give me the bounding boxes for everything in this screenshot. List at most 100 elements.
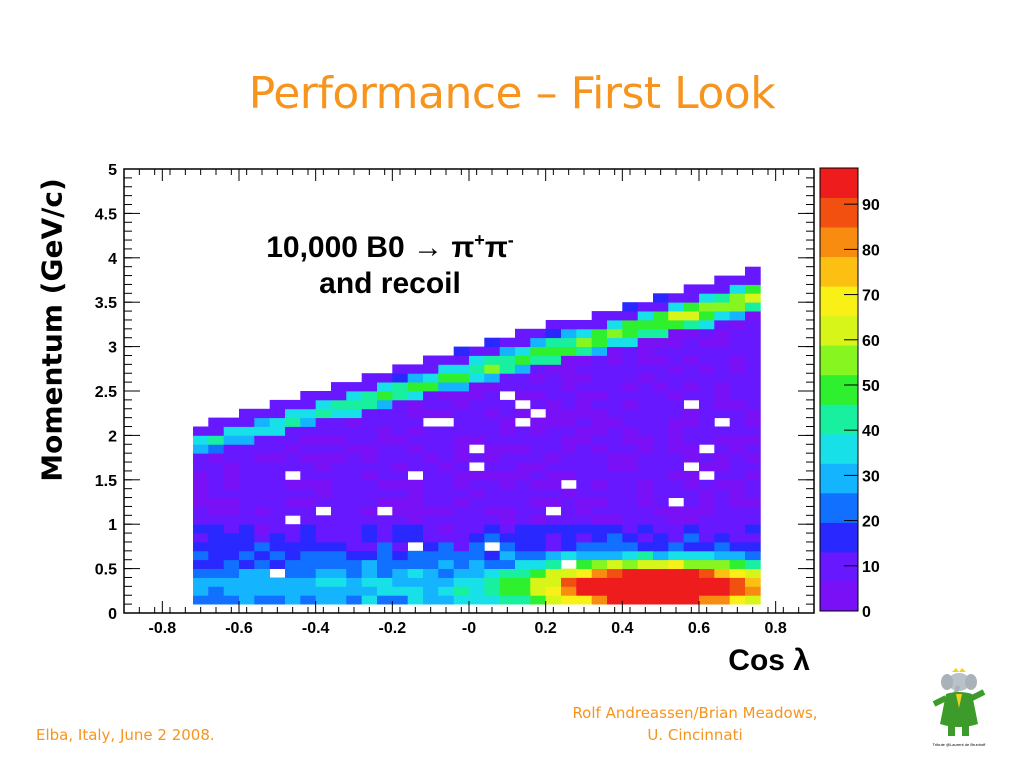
heatmap-bin xyxy=(668,488,684,498)
heatmap-bin xyxy=(438,488,454,498)
color-scale-step xyxy=(820,551,858,582)
heatmap-bin xyxy=(576,399,592,410)
heatmap-bin xyxy=(607,515,623,525)
heatmap-bin xyxy=(607,462,623,472)
heatmap-bin xyxy=(545,426,562,436)
heatmap-bin xyxy=(515,382,531,392)
heatmap-bin xyxy=(653,364,669,374)
heatmap-bin xyxy=(438,577,454,587)
heatmap-bin xyxy=(745,328,761,339)
heatmap-bin xyxy=(223,515,240,525)
y-tick-label: 3.5 xyxy=(95,295,117,312)
heatmap-bin xyxy=(469,435,485,445)
heatmap-bin xyxy=(622,497,638,507)
heatmap-bin xyxy=(683,391,700,401)
heatmap-bin xyxy=(515,337,531,347)
heatmap-bin xyxy=(407,550,424,561)
heatmap-bin xyxy=(622,533,638,543)
heatmap-bin xyxy=(377,408,393,419)
heatmap-bin xyxy=(239,444,255,454)
heatmap-bin xyxy=(714,391,730,401)
heatmap-bin xyxy=(193,533,209,543)
heatmap-bin xyxy=(545,320,562,330)
color-scale-step xyxy=(820,433,858,464)
heatmap-bin xyxy=(591,337,608,347)
heatmap-bin xyxy=(392,462,408,472)
heatmap-bin xyxy=(193,550,209,561)
heatmap-bin xyxy=(377,488,393,498)
heatmap-bin xyxy=(269,417,286,427)
heatmap-bin xyxy=(637,311,654,321)
z-tick-label: 90 xyxy=(862,197,880,214)
heatmap-bin xyxy=(714,346,730,356)
heatmap-bin xyxy=(269,435,286,445)
heatmap-bin xyxy=(545,577,562,587)
heatmap-bin xyxy=(607,426,623,436)
heatmap-bin xyxy=(714,497,730,507)
color-scale-step xyxy=(820,286,858,317)
heatmap-bin xyxy=(208,559,224,569)
heatmap-bin xyxy=(239,417,255,427)
heatmap-bin xyxy=(745,497,761,507)
heatmap-bin xyxy=(576,524,592,534)
heatmap-bin xyxy=(637,328,654,339)
heatmap-bin xyxy=(315,586,332,596)
heatmap-bin xyxy=(515,568,531,578)
heatmap-bin xyxy=(377,382,393,392)
heatmap-bin xyxy=(361,595,378,605)
heatmap-bin xyxy=(377,399,393,410)
heatmap-bin xyxy=(714,328,730,339)
heatmap-bin xyxy=(561,488,577,498)
heatmap-bin xyxy=(361,417,378,427)
heatmap-bin xyxy=(622,550,638,561)
heatmap-bin xyxy=(315,417,332,427)
heatmap-bin xyxy=(269,506,286,516)
heatmap-bin xyxy=(745,470,761,481)
heatmap-bin xyxy=(499,479,516,490)
heatmap-bin xyxy=(223,435,240,445)
heatmap-bin xyxy=(530,453,546,463)
heatmap-bin xyxy=(729,293,746,303)
heatmap-bin xyxy=(653,302,669,312)
heatmap-bin xyxy=(300,470,316,481)
heatmap-bin xyxy=(683,408,700,419)
heatmap-bin xyxy=(530,515,546,525)
heatmap-bins xyxy=(193,266,761,605)
heatmap-bin xyxy=(285,408,301,419)
heatmap-bin xyxy=(545,462,562,472)
heatmap-bin xyxy=(561,355,577,365)
heatmap-bin xyxy=(545,515,562,525)
heatmap-bin xyxy=(193,559,209,569)
heatmap-bin xyxy=(683,435,700,445)
heatmap-bin xyxy=(561,586,577,596)
heatmap-bin xyxy=(377,559,393,569)
heatmap-bin xyxy=(530,391,546,401)
heatmap-bin xyxy=(484,373,500,383)
heatmap-bin xyxy=(622,506,638,516)
heatmap-bin xyxy=(239,506,255,516)
footer-authors-line-2: U. Cincinnati xyxy=(647,726,743,744)
heatmap-bin xyxy=(745,417,761,427)
heatmap-bin xyxy=(300,426,316,436)
heatmap-bin xyxy=(346,479,362,490)
heatmap-bin xyxy=(377,435,393,445)
heatmap-bin xyxy=(331,470,347,481)
heatmap-bin xyxy=(208,470,224,481)
heatmap-bin xyxy=(208,550,224,561)
heatmap-bin xyxy=(453,364,470,374)
heatmap-bin xyxy=(285,524,301,534)
y-tick-label: 5 xyxy=(108,162,117,179)
heatmap-bin xyxy=(729,417,746,427)
heatmap-bin xyxy=(668,506,684,516)
heatmap-bin xyxy=(331,408,347,419)
heatmap-bin xyxy=(361,426,378,436)
heatmap-bin xyxy=(453,506,470,516)
heatmap-bin xyxy=(423,506,439,516)
heatmap-bin xyxy=(729,320,746,330)
heatmap-bin xyxy=(484,568,500,578)
heatmap-bin xyxy=(699,311,715,321)
heatmap-bin xyxy=(300,391,316,401)
heatmap-bin xyxy=(315,533,332,543)
heatmap-bin xyxy=(484,382,500,392)
heatmap-bin xyxy=(683,497,700,507)
